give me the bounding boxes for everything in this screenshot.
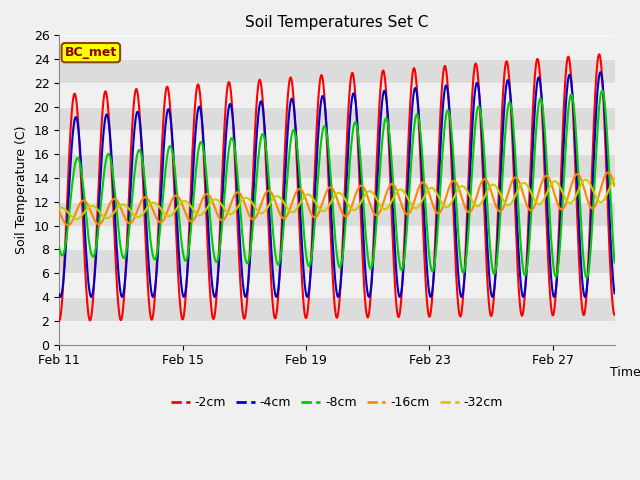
-8cm: [583, 275, 591, 281]
Line: -32cm: -32cm: [59, 179, 614, 219]
-8cm: [351, 120, 358, 126]
-2cm: [534, 57, 542, 63]
-2cm: [88, 309, 96, 314]
-16cm: [88, 212, 96, 218]
Bar: [59, 59, 614, 83]
-32cm: [294, 204, 301, 210]
Bar: [59, 154, 614, 178]
Bar: [59, 297, 614, 321]
-4cm: [611, 290, 618, 296]
-2cm: [351, 84, 358, 90]
-8cm: [55, 244, 63, 250]
Line: -8cm: -8cm: [59, 90, 614, 278]
-8cm: [294, 147, 301, 153]
-4cm: [596, 69, 604, 75]
-8cm: [303, 254, 310, 260]
-16cm: [64, 222, 72, 228]
-16cm: [413, 192, 420, 197]
-2cm: [412, 77, 420, 83]
-16cm: [534, 191, 542, 197]
-16cm: [55, 208, 63, 214]
Bar: [59, 107, 614, 131]
-4cm: [294, 154, 301, 160]
-32cm: [351, 207, 359, 213]
-32cm: [88, 203, 96, 209]
Line: -4cm: -4cm: [59, 72, 614, 297]
-32cm: [72, 216, 80, 222]
-4cm: [55, 291, 63, 297]
Text: BC_met: BC_met: [65, 46, 117, 59]
-4cm: [412, 87, 420, 93]
Line: -16cm: -16cm: [59, 172, 614, 225]
Y-axis label: Soil Temperature (C): Soil Temperature (C): [15, 126, 28, 254]
-16cm: [351, 193, 359, 199]
-32cm: [303, 192, 310, 198]
-8cm: [412, 112, 420, 118]
-8cm: [88, 253, 96, 259]
-32cm: [55, 205, 63, 211]
-2cm: [611, 312, 618, 318]
-2cm: [55, 318, 63, 324]
-16cm: [303, 199, 310, 205]
-4cm: [534, 75, 542, 81]
-2cm: [294, 174, 301, 180]
Bar: [59, 250, 614, 273]
-2cm: [303, 315, 310, 321]
-4cm: [303, 293, 310, 299]
-4cm: [520, 294, 527, 300]
-32cm: [413, 205, 420, 211]
-4cm: [351, 94, 358, 99]
-16cm: [604, 169, 612, 175]
Line: -2cm: -2cm: [59, 54, 614, 321]
-8cm: [611, 260, 618, 265]
-16cm: [611, 183, 618, 189]
-2cm: [595, 51, 603, 57]
-8cm: [598, 87, 606, 93]
Bar: [59, 202, 614, 226]
Title: Soil Temperatures Set C: Soil Temperatures Set C: [245, 15, 429, 30]
-8cm: [534, 106, 542, 111]
X-axis label: Time: Time: [611, 366, 640, 379]
-16cm: [294, 187, 301, 192]
-32cm: [611, 176, 618, 181]
-32cm: [534, 201, 542, 207]
-4cm: [88, 293, 96, 299]
Legend: -2cm, -4cm, -8cm, -16cm, -32cm: -2cm, -4cm, -8cm, -16cm, -32cm: [166, 391, 508, 414]
